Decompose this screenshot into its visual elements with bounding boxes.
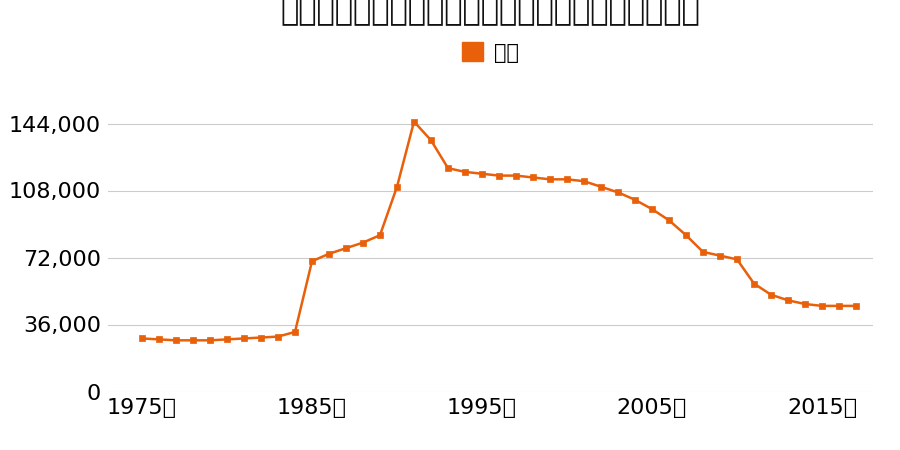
Legend: 価格: 価格 — [454, 34, 527, 71]
価格 — [204, 338, 215, 343]
価格 — [816, 303, 827, 309]
価格 — [493, 173, 504, 178]
価格 — [221, 337, 232, 342]
価格 — [256, 335, 266, 340]
価格 — [154, 337, 165, 342]
価格 — [238, 336, 249, 341]
価格 — [527, 175, 538, 180]
価格 — [357, 240, 368, 245]
価格 — [698, 249, 708, 255]
価格 — [443, 166, 454, 171]
価格 — [579, 179, 590, 184]
価格 — [715, 253, 725, 258]
価格 — [663, 218, 674, 223]
価格 — [630, 197, 641, 202]
価格 — [273, 334, 284, 339]
価格 — [562, 177, 572, 182]
価格 — [596, 184, 607, 189]
価格 — [374, 233, 385, 238]
価格 — [340, 246, 351, 251]
Title: 和歌山県和歌山市布引字宇太７７５番３の地価推移: 和歌山県和歌山市布引字宇太７７５番３の地価推移 — [281, 0, 700, 27]
価格 — [477, 171, 488, 176]
価格 — [544, 177, 555, 182]
価格 — [749, 281, 760, 286]
価格 — [799, 302, 810, 307]
価格 — [171, 338, 182, 343]
価格 — [324, 251, 335, 256]
価格 — [307, 258, 318, 264]
価格 — [680, 233, 691, 238]
価格 — [613, 189, 624, 195]
価格 — [783, 297, 794, 303]
価格 — [850, 303, 861, 309]
価格 — [510, 173, 521, 178]
価格 — [426, 138, 436, 143]
Line: 価格: 価格 — [140, 119, 859, 343]
価格 — [766, 292, 777, 297]
価格 — [187, 338, 198, 343]
価格 — [460, 169, 471, 175]
価格 — [290, 329, 301, 335]
価格 — [137, 336, 148, 341]
価格 — [392, 184, 402, 189]
価格 — [409, 119, 419, 124]
価格 — [833, 303, 844, 309]
価格 — [646, 207, 657, 212]
価格 — [732, 256, 742, 262]
